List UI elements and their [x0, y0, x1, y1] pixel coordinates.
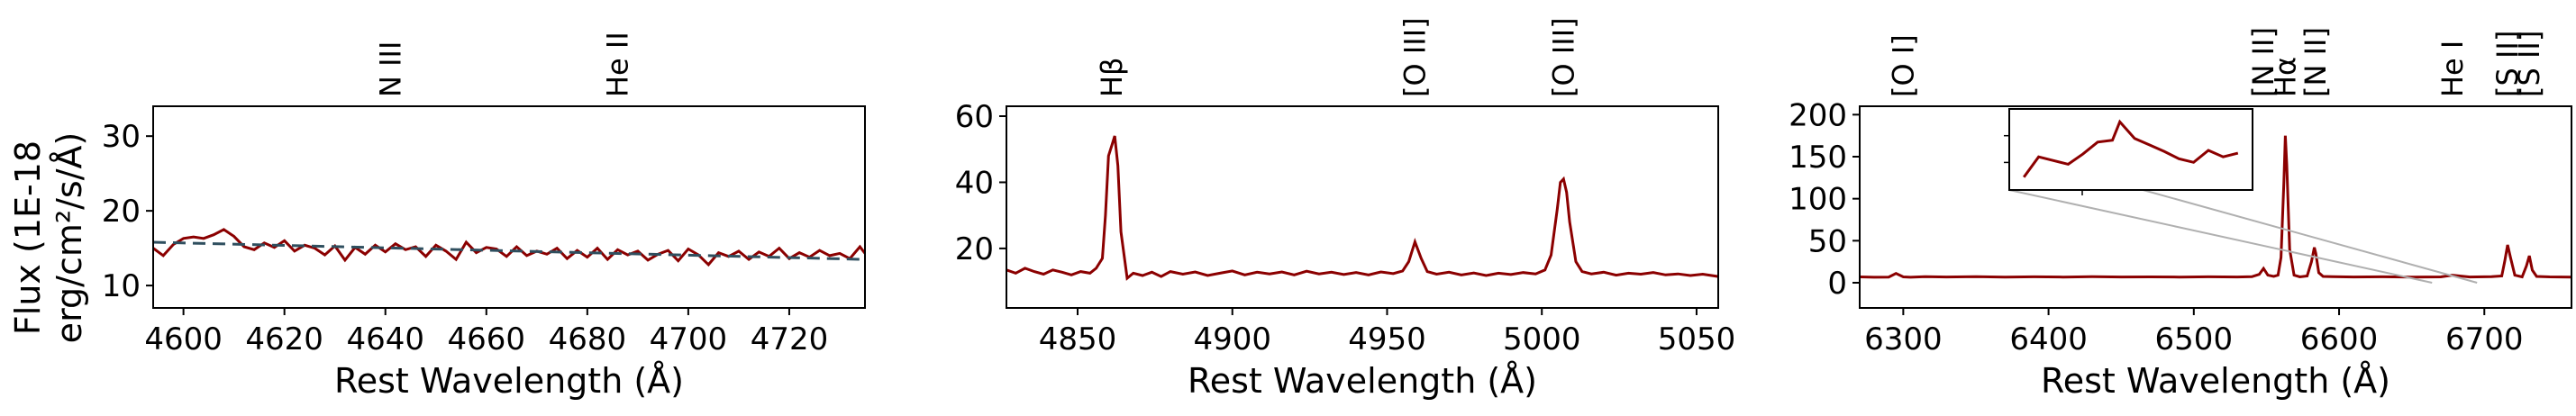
emission-line-label: [O III] — [1546, 17, 1580, 97]
y-tick-label: 10 — [102, 268, 141, 304]
emission-line-label: Hβ — [1095, 58, 1129, 97]
x-tick-label: 4700 — [650, 321, 728, 357]
emission-line-label: [S II] — [2512, 31, 2546, 97]
panel-3: 6300 6400 6500 6600 6700 0 50 100 150 200 Rest Wav… — [1789, 27, 2572, 401]
x-tick-label: 5050 — [1658, 321, 1736, 357]
inset-spectrum-line — [2022, 119, 2239, 178]
y-tick-label: 20 — [102, 194, 141, 230]
x-tick-label: 4680 — [549, 321, 627, 357]
emission-line-label: N III — [373, 41, 407, 97]
x-tick-label: 5000 — [1503, 321, 1581, 357]
y-tick-label: 100 — [1789, 182, 1847, 218]
inset-frame — [2008, 108, 2253, 191]
x-tick-label: 6700 — [2445, 321, 2524, 357]
x-tick-label: 4900 — [1193, 321, 1271, 357]
emission-line-label: [O I] — [1886, 34, 1920, 97]
emission-line-label: [S II] — [2490, 31, 2525, 97]
x-tick-label: 4720 — [751, 321, 829, 357]
y-tick-label: 0 — [1827, 266, 1847, 302]
plot-frame — [1006, 105, 1719, 309]
spectrum-line — [1006, 135, 1718, 281]
panel-1: 4600 4620 4640 4660 4680 4700 4720 10 20 30 Rest W… — [102, 32, 866, 401]
x-tick-label: 6300 — [1864, 321, 1943, 357]
y-tick-label: 200 — [1789, 97, 1847, 133]
y-tick-label: 150 — [1789, 140, 1847, 176]
x-axis-label: Rest Wavelength (Å) — [2041, 361, 2390, 401]
y-axis-label-line2: erg/cm²/s/Å) — [50, 132, 89, 344]
x-tick-label: 4850 — [1039, 321, 1117, 357]
y-tick-label: 40 — [955, 165, 994, 201]
plot-frame — [152, 105, 866, 309]
y-tick-label: 50 — [1808, 223, 1847, 259]
x-tick-label: 6500 — [2155, 321, 2234, 357]
spectrum-line — [153, 228, 865, 267]
y-tick-label: 20 — [955, 231, 994, 267]
x-axis-label: Rest Wavelength (Å) — [334, 361, 684, 401]
x-tick-label: 4660 — [448, 321, 526, 357]
inset-connector-line — [2143, 189, 2478, 284]
emission-line-label: [O III] — [1397, 17, 1432, 97]
x-tick-label: 4600 — [144, 321, 223, 357]
emission-line-label: [N II] — [2246, 27, 2280, 97]
y-tick-label: 60 — [955, 99, 994, 135]
x-tick-label: 4640 — [346, 321, 424, 357]
x-tick-label: 4620 — [245, 321, 323, 357]
emission-line-label: Hα — [2268, 57, 2302, 97]
y-axis-label-line1: Flux (1E-18 — [8, 140, 48, 335]
emission-line-label: [N II] — [2298, 27, 2333, 97]
plot-frame — [1859, 105, 2572, 309]
x-tick-label: 6600 — [2300, 321, 2379, 357]
x-axis-label: Rest Wavelength (Å) — [1188, 361, 1537, 401]
y-tick-label: 30 — [102, 119, 141, 155]
emission-line-label: He I — [2435, 41, 2470, 97]
panel-2: 4850 4900 4950 5000 5050 20 40 60 Rest Wavelengt… — [955, 17, 1735, 401]
emission-line-label: He II — [601, 32, 635, 97]
x-tick-label: 6400 — [2009, 321, 2088, 357]
inset-connector-line — [2008, 189, 2433, 284]
x-tick-label: 4950 — [1348, 321, 1426, 357]
spectrum-line — [1860, 135, 2571, 279]
panels: 4600 4620 4640 4660 4680 4700 4720 10 20 30 Rest W… — [102, 17, 2572, 401]
